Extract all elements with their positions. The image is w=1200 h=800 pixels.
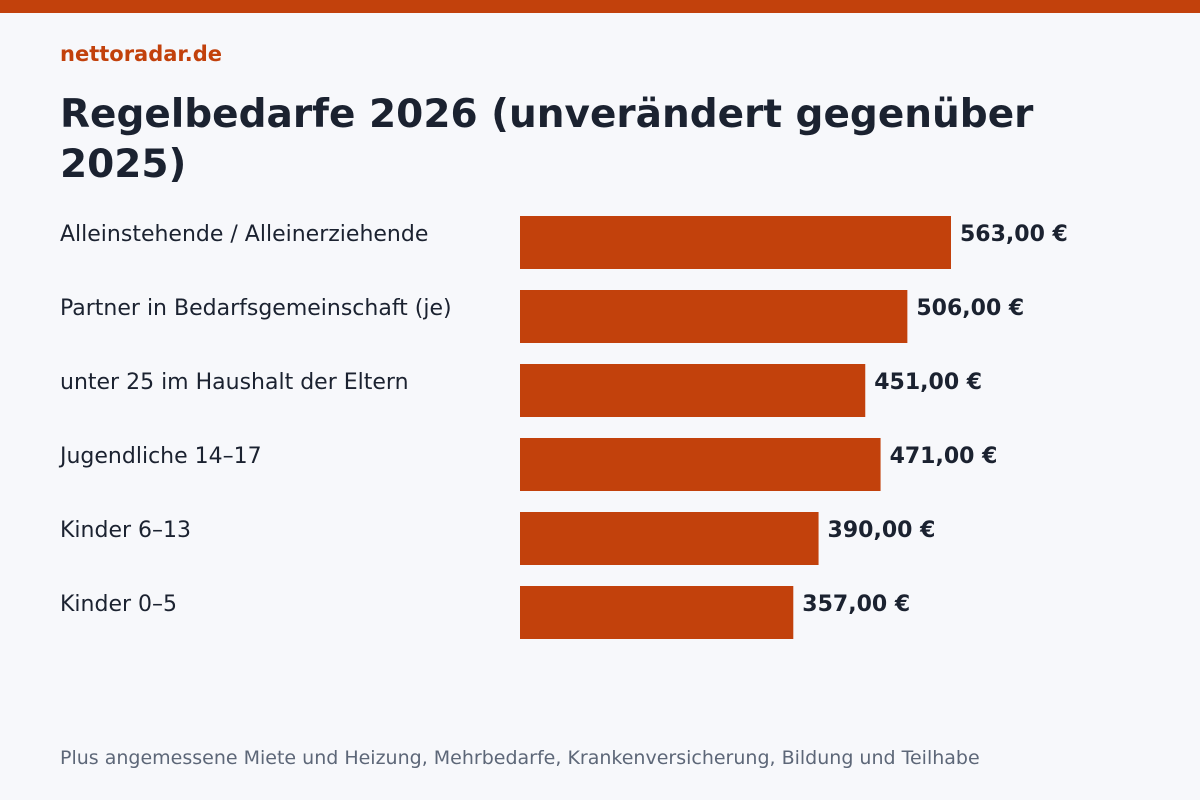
value-label: 390,00 € [828,518,936,543]
value-label: 357,00 € [802,592,910,617]
bar [520,512,819,565]
category-label: unter 25 im Haushalt der Eltern [60,370,409,395]
footnote: Plus angemessene Miete und Heizung, Mehr… [60,747,980,769]
top-accent-bar [0,0,1200,13]
site-brand: nettoradar.de [60,42,223,66]
bar [520,364,866,417]
bar [520,290,908,343]
bar [520,586,794,639]
value-label: 471,00 € [890,444,998,469]
value-label: 506,00 € [916,296,1024,321]
value-label: 563,00 € [960,222,1068,247]
category-label: Kinder 0–5 [60,592,177,617]
bar [520,216,951,269]
chart-title: Regelbedarfe 2026 (unverändert gegenüber… [60,92,1034,187]
value-label: 451,00 € [874,370,982,395]
bar [520,438,881,491]
category-label: Alleinstehende / Alleinerziehende [60,222,428,247]
category-label: Partner in Bedarfsgemeinschaft (je) [60,296,452,321]
category-label: Jugendliche 14–17 [58,444,262,469]
category-label: Kinder 6–13 [60,518,191,543]
